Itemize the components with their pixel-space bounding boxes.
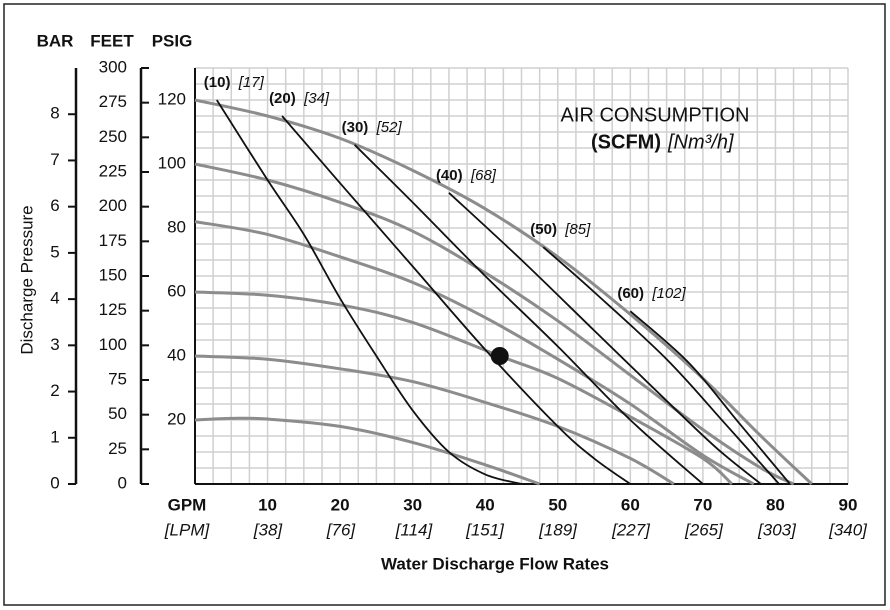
curve (353, 144, 704, 485)
y-tick-label: 150 (99, 265, 127, 284)
x-tick-label: [189] (538, 520, 578, 539)
y-tick-label: 2 (50, 381, 59, 400)
y-tick-label: 0 (50, 473, 59, 492)
curve-label: (40) (436, 167, 463, 184)
axis-title: BAR (37, 31, 74, 50)
y-tick-label: 275 (99, 92, 127, 111)
x-tick-label: 70 (693, 495, 712, 514)
curve-label: [52] (376, 119, 403, 136)
x-tick-label: 90 (839, 495, 858, 514)
curve (194, 162, 795, 486)
y-tick-label: 7 (50, 150, 59, 169)
x-tick-label: [114] (395, 520, 434, 539)
y-tick-label: 20 (167, 409, 186, 428)
curve-label: (30) (342, 119, 369, 136)
curve (448, 192, 762, 485)
x-tick-label: [38] (253, 520, 284, 539)
x-tick-label: 60 (621, 495, 640, 514)
y-tick-label: 25 (108, 439, 127, 458)
curve-label: (10) (204, 74, 231, 91)
y-tick-label: 100 (99, 335, 127, 354)
x-tick-label: 30 (403, 495, 422, 514)
x-tick-label: [303] (757, 520, 797, 539)
y-tick-label: 4 (50, 289, 59, 308)
y-tick-label: 250 (99, 127, 127, 146)
curve (216, 99, 522, 485)
y-tick-label: 225 (99, 161, 127, 180)
curve-label: (60) (617, 285, 644, 302)
curves (194, 98, 813, 486)
y-tick-label: 300 (99, 57, 127, 76)
curve-label: [17] (238, 74, 265, 91)
curve-label: (20) (269, 90, 296, 107)
curve-label: (50) (530, 221, 557, 238)
x-tick-label: [151] (465, 520, 505, 539)
x-tick-label: [340] (828, 520, 868, 539)
labels: 2040608010012002550751001251501752002252… (50, 57, 868, 539)
y-tick-label: 60 (167, 281, 186, 300)
curve (629, 310, 791, 485)
y-tick-label: 100 (158, 153, 186, 172)
annotation: [Nm³/h] (667, 131, 734, 153)
y-tick-label: 200 (99, 196, 127, 215)
x-tick-label: 20 (331, 495, 350, 514)
curve-label: [34] (303, 90, 330, 107)
x-tick-label: [LPM] (164, 520, 211, 539)
curve (194, 98, 813, 486)
y-tick-label: 80 (167, 217, 186, 236)
x-tick-label: [227] (611, 520, 651, 539)
operating-point (490, 347, 509, 365)
y-tick-label: 8 (50, 104, 59, 123)
curve (194, 416, 541, 486)
curve (281, 115, 631, 485)
y-tick-label: 120 (158, 89, 186, 108)
y-tick-label: 75 (108, 369, 127, 388)
curve-label: [85] (564, 221, 591, 238)
annotation: (SCFM) (591, 131, 661, 153)
y-tick-label: 0 (118, 473, 127, 492)
x-tick-label: [76] (326, 520, 357, 539)
annotation: AIR CONSUMPTION (561, 104, 750, 126)
x-tick-label: 50 (548, 495, 567, 514)
y-tick-label: 1 (50, 427, 59, 446)
x-axis-title: Water Discharge Flow Rates (381, 554, 609, 573)
x-tick-label: 80 (766, 495, 785, 514)
y-axis-title: Discharge Pressure (17, 205, 36, 354)
curve (194, 354, 675, 486)
y-tick-label: 5 (50, 242, 59, 261)
y-tick-label: 40 (167, 345, 186, 364)
x-tick-label: GPM (168, 495, 207, 514)
curve-label: [102] (651, 285, 686, 302)
x-tick-label: [265] (684, 520, 724, 539)
axis-title: FEET (90, 31, 134, 50)
y-tick-label: 3 (50, 335, 59, 354)
axis-title: PSIG (152, 31, 193, 50)
y-tick-label: 50 (108, 404, 127, 423)
y-tick-label: 125 (99, 300, 127, 319)
y-tick-label: 6 (50, 196, 59, 215)
y-tick-label: 175 (99, 231, 127, 250)
x-tick-label: 40 (476, 495, 495, 514)
curve (542, 246, 780, 485)
curve (194, 220, 755, 486)
curve-label: [68] (470, 167, 497, 184)
x-tick-label: 10 (258, 495, 277, 514)
